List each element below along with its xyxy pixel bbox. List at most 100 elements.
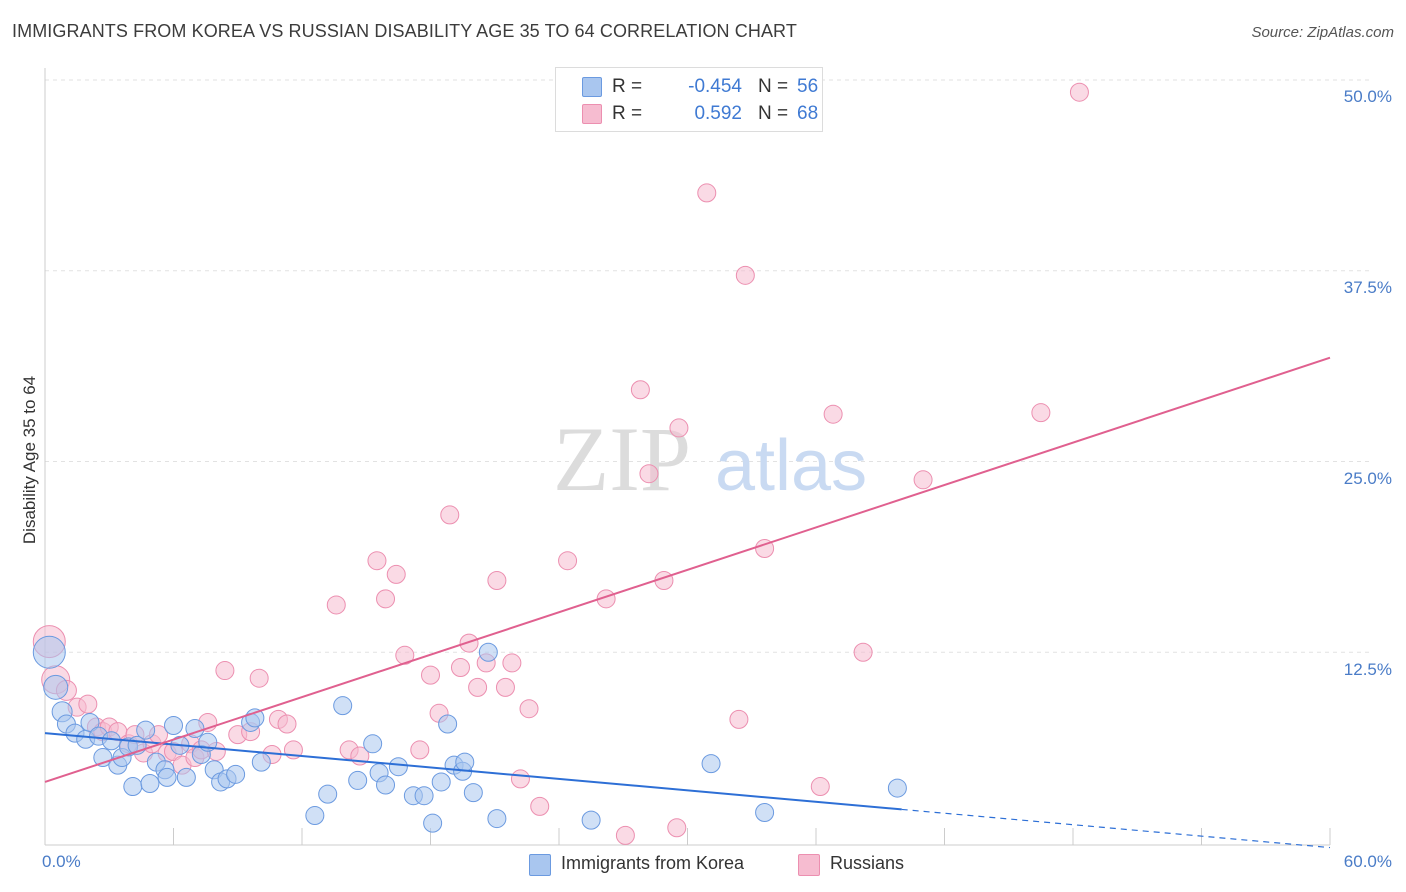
data-point <box>487 571 507 591</box>
data-point <box>697 183 717 203</box>
y-tick-label: 25.0% <box>1343 469 1392 488</box>
korea-points <box>32 635 907 833</box>
axes <box>44 68 1331 846</box>
y-tick-label: 12.5% <box>1343 660 1392 679</box>
data-point <box>101 731 121 751</box>
data-point <box>438 714 458 734</box>
data-point <box>157 767 177 787</box>
n-value: 68 <box>797 103 819 124</box>
data-point <box>251 752 271 772</box>
korea-trend-extension <box>901 808 1331 849</box>
watermark: ZIP atlas <box>553 408 867 510</box>
source-label: Source: ZipAtlas.com <box>1251 24 1394 41</box>
data-point <box>32 635 66 669</box>
data-point <box>215 661 235 681</box>
data-point <box>363 734 383 754</box>
data-point <box>367 551 387 571</box>
korea-trend-line <box>44 732 902 811</box>
data-point <box>376 775 396 795</box>
korea-swatch <box>529 854 551 876</box>
data-point <box>123 777 143 797</box>
data-point <box>459 633 479 653</box>
r-value: -0.454 <box>688 76 742 97</box>
data-point <box>729 709 749 729</box>
data-point <box>249 668 269 688</box>
data-point <box>226 764 246 784</box>
data-point <box>502 653 522 673</box>
r-label: R = <box>612 76 643 97</box>
data-point <box>463 783 483 803</box>
russians-trend-line <box>44 356 1331 783</box>
n-value: 56 <box>797 76 819 97</box>
data-point <box>887 778 907 798</box>
data-point <box>530 796 550 816</box>
data-point <box>423 813 443 833</box>
x-tick-label: 0.0% <box>42 852 81 871</box>
watermark-zip: ZIP <box>553 408 691 510</box>
data-point <box>1031 403 1051 423</box>
data-point <box>639 464 659 484</box>
data-point <box>164 715 183 735</box>
russians-swatch <box>798 854 820 876</box>
data-point <box>376 589 396 609</box>
y-tick-label: 50.0% <box>1343 87 1392 106</box>
y-axis-label: Disability Age 35 to 64 <box>20 375 39 545</box>
data-point <box>1069 82 1089 102</box>
data-point <box>140 773 160 793</box>
data-point <box>431 772 451 792</box>
data-point <box>755 802 775 822</box>
gridlines <box>45 79 1370 653</box>
data-point <box>853 642 873 662</box>
data-point <box>277 714 297 734</box>
data-point <box>495 677 515 697</box>
data-point <box>487 809 507 829</box>
data-point <box>735 265 755 285</box>
data-point <box>615 825 635 845</box>
data-point <box>913 470 933 490</box>
data-point <box>581 810 601 830</box>
data-point <box>519 699 539 719</box>
data-point <box>326 595 346 615</box>
r-value: 0.592 <box>694 103 742 124</box>
data-point <box>348 770 368 790</box>
data-point <box>388 757 408 777</box>
chart-title: IMMIGRANTS FROM KOREA VS RUSSIAN DISABIL… <box>12 21 797 41</box>
data-point <box>823 404 843 424</box>
data-point <box>630 380 650 400</box>
data-point <box>176 767 196 787</box>
russians-swatch <box>582 104 602 124</box>
correlation-legend: R = -0.454 N = 56 R = 0.592 N = 68 <box>555 67 823 132</box>
trend-lines <box>44 356 1331 849</box>
data-point <box>395 645 415 665</box>
korea-swatch <box>582 77 602 97</box>
data-point <box>701 754 721 774</box>
y-tick-label: 37.5% <box>1343 278 1392 297</box>
watermark-atlas: atlas <box>715 426 867 506</box>
data-point <box>450 658 470 678</box>
data-point <box>478 642 498 662</box>
legend-label: Russians <box>830 853 905 873</box>
data-point <box>455 752 475 772</box>
data-point <box>468 677 488 697</box>
legend-label: Immigrants from Korea <box>561 853 745 873</box>
data-point <box>669 418 689 438</box>
data-point <box>333 696 353 716</box>
data-point <box>80 712 100 732</box>
data-point <box>755 538 775 558</box>
n-label: N = <box>758 103 789 124</box>
x-tick-label: 60.0% <box>1343 852 1392 871</box>
data-point <box>558 551 578 571</box>
data-point <box>421 665 440 685</box>
data-point <box>305 806 325 826</box>
data-point <box>667 818 687 838</box>
data-point <box>414 786 434 806</box>
data-point <box>78 694 98 714</box>
data-point <box>136 720 156 740</box>
r-label: R = <box>612 103 643 124</box>
data-point <box>440 505 460 525</box>
n-label: N = <box>758 76 789 97</box>
data-point <box>810 777 830 797</box>
data-point <box>43 674 69 700</box>
data-point <box>410 740 430 760</box>
